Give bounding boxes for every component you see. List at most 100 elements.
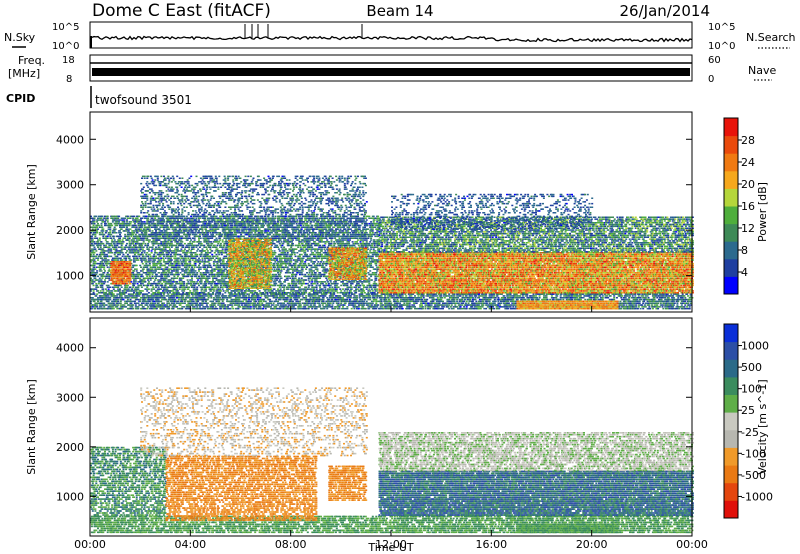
heatmap-cell [619,306,621,308]
heatmap-cell [419,306,421,308]
heatmap-cell [602,299,604,301]
heatmap-cell [340,303,342,305]
heatmap-cell [225,297,227,299]
heatmap-cell [639,299,641,301]
heatmap-cell [208,297,210,299]
heatmap-cell [506,304,508,306]
heatmap-cell [674,303,676,305]
heatmap-cell [244,293,246,295]
heatmap-cell [686,306,688,308]
heatmap-cell [407,299,409,301]
cpid-value: twofsound 3501 [95,93,192,107]
heatmap-cell [173,299,175,301]
heatmap-cell [250,308,252,310]
heatmap-cell [416,303,418,305]
heatmap-cell [260,295,262,297]
heatmap-cell [682,293,684,295]
heatmap-cell [210,295,212,297]
heatmap-cell [223,303,225,305]
heatmap-cell [423,297,425,299]
heatmap-cell [390,293,392,295]
heatmap-cell [546,297,548,299]
radar-summary-plot: Dome C East (fitACF) Beam 14 26/Jan/2014… [0,0,800,554]
heatmap-cell [250,306,252,308]
heatmap-cell [144,295,146,297]
heatmap-cell [240,301,242,303]
heatmap-cell [252,306,254,308]
heatmap-cell [192,295,194,297]
heatmap-cell [373,301,375,303]
heatmap-cell [213,297,215,299]
heatmap-cell [336,303,338,305]
heatmap-cell [435,293,437,295]
heatmap-cell [451,308,453,310]
heatmap-cell [240,293,242,295]
heatmap-cell [462,303,464,305]
heatmap-cell [452,303,454,305]
heatmap-cell [566,297,568,299]
heatmap-cell [259,297,261,299]
heatmap-cell [649,293,651,295]
station-title: Dome C East (fitACF) [92,1,271,21]
heatmap-cell [381,303,383,305]
heatmap-cell [168,306,170,308]
heatmap-cell [400,301,402,303]
heatmap-cell [431,293,433,295]
heatmap-cell [486,304,488,306]
heatmap-cell [430,306,432,308]
heatmap-cell [394,299,396,301]
heatmap-cell [338,301,340,303]
heatmap-cell [288,304,290,306]
heatmap-cell [201,297,203,299]
heatmap-cell [678,308,680,310]
heatmap-cell [293,306,295,308]
heatmap-cell [649,299,651,301]
heatmap-cell [626,303,628,305]
heatmap-cell [425,301,427,303]
heatmap-cell [649,301,651,303]
heatmap-cell [309,301,311,303]
heatmap-cell [134,303,136,305]
heatmap-cell [585,293,587,295]
heatmap-cell [122,304,124,306]
heatmap-cell [115,295,117,297]
heatmap-cell [668,297,670,299]
heatmap-cell [411,304,413,306]
heatmap-cell [356,306,358,308]
heatmap-cell [567,299,569,301]
heatmap-cell [388,301,390,303]
heatmap-cell [161,295,163,297]
heatmap-cell [116,293,118,295]
heatmap-cell [93,245,95,247]
heatmap-cell [96,293,98,295]
heatmap-cell [402,308,404,310]
heatmap-cell [511,295,513,297]
heatmap-cell [410,295,412,297]
heatmap-cell [137,295,139,297]
heatmap-cell [202,301,204,303]
heatmap-cell [475,306,477,308]
heatmap-cell [308,308,310,310]
heatmap-cell [442,308,444,310]
heatmap-cell [192,299,194,301]
heatmap-cell [208,295,210,297]
heatmap-cell [640,297,642,299]
heatmap-cell [176,293,178,295]
heatmap-cell [421,299,423,301]
heatmap-cell [196,303,198,305]
heatmap-cell [498,303,500,305]
heatmap-cell [94,274,96,276]
heatmap-cell [387,303,389,305]
heatmap-cell [327,301,329,303]
heatmap-cell [285,304,287,306]
heatmap-cell [93,254,95,256]
heatmap-cell [311,308,313,310]
heatmap-cell [97,297,99,299]
heatmap-cell [108,295,110,297]
heatmap-cell [376,301,378,303]
heatmap-cell [448,299,450,301]
heatmap-cell [426,299,428,301]
heatmap-cell [684,303,686,305]
heatmap-cell [522,299,524,301]
heatmap-cell [447,306,449,308]
